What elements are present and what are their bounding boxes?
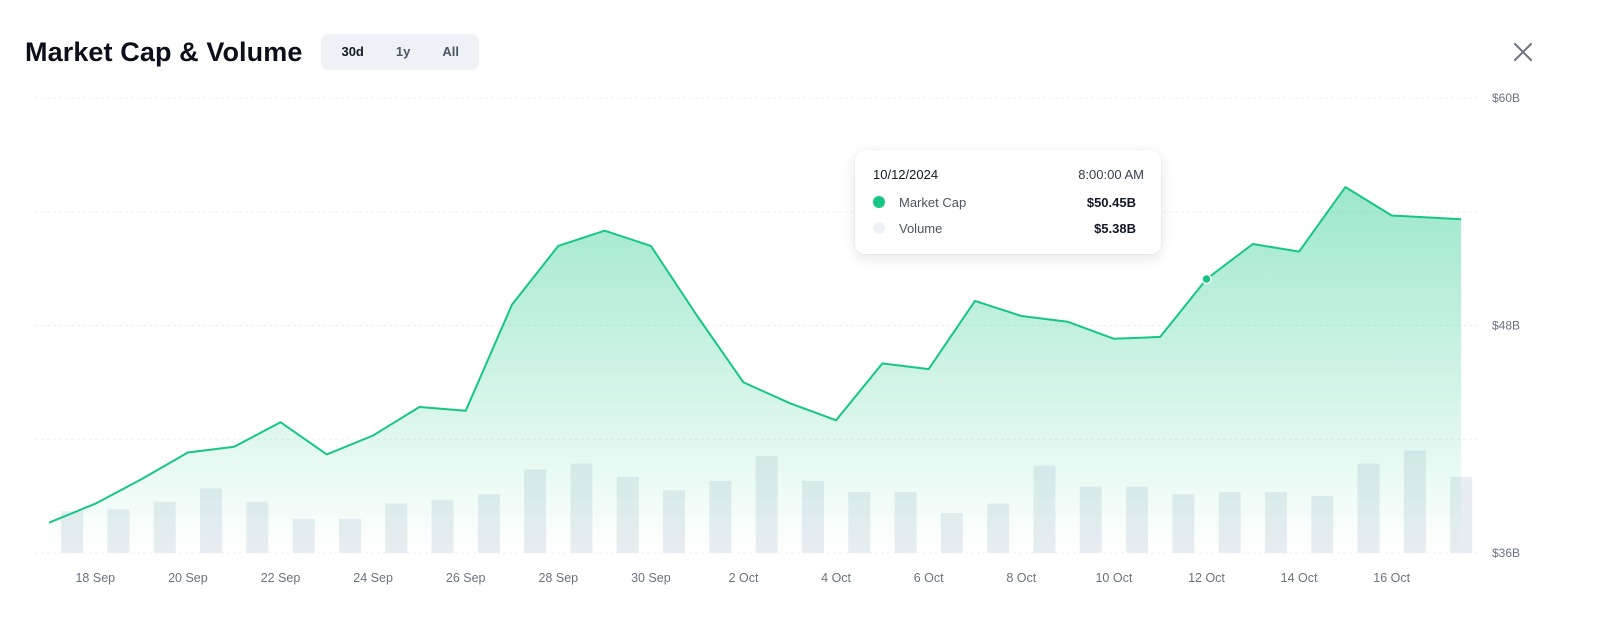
range-30d-button[interactable]: 30d	[341, 44, 364, 59]
highlight-point	[1201, 273, 1212, 285]
tooltip-value: $50.45B	[1086, 194, 1136, 210]
x-tick-label: 4 Oct	[821, 571, 851, 585]
y-tick-label: $36B	[1492, 546, 1520, 560]
range-all-button[interactable]: All	[442, 44, 459, 59]
chart-title: Market Cap & Volume	[25, 36, 303, 67]
x-tick-label: 30 Sep	[631, 571, 671, 585]
x-tick-label: 10 Oct	[1095, 571, 1132, 585]
x-tick-label: 12 Oct	[1188, 571, 1225, 585]
x-tick-label: 20 Sep	[168, 571, 208, 585]
close-icon[interactable]	[1511, 40, 1535, 64]
range-1y-button[interactable]: 1y	[395, 44, 411, 59]
tooltip-time: 8:00:00 AM	[1078, 167, 1144, 182]
range-selector: 30d 1y All	[321, 34, 479, 70]
x-tick-label: 22 Sep	[261, 571, 301, 585]
x-tick-label: 2 Oct	[729, 571, 759, 585]
tooltip-date: 10/12/2024	[873, 167, 939, 182]
tooltip-row-volume: Volume $5.38B	[873, 218, 1136, 238]
x-tick-label: 28 Sep	[538, 571, 578, 585]
chart-header: Market Cap & Volume 30d 1y All	[25, 34, 479, 70]
x-tick-label: 16 Oct	[1373, 571, 1410, 585]
x-tick-label: 14 Oct	[1281, 571, 1318, 585]
volume-legend-dot	[873, 222, 885, 234]
tooltip-label: Volume	[899, 220, 943, 236]
x-tick-label: 8 Oct	[1006, 571, 1036, 585]
x-tick-label: 26 Sep	[446, 571, 486, 585]
chart-tooltip: 10/12/2024 8:00:00 AM Market Cap $50.45B…	[855, 150, 1161, 254]
x-tick-label: 18 Sep	[75, 571, 115, 585]
market-cap-area	[49, 187, 1462, 553]
tooltip-value: $5.38B	[1094, 220, 1136, 236]
y-tick-label: $60B	[1492, 91, 1520, 105]
x-tick-label: 24 Sep	[353, 571, 393, 585]
x-tick-label: 6 Oct	[914, 571, 944, 585]
y-tick-label: $48B	[1492, 319, 1520, 333]
market-cap-legend-dot	[873, 196, 885, 208]
tooltip-row-market-cap: Market Cap $50.45B	[873, 192, 1136, 212]
tooltip-label: Market Cap	[899, 194, 967, 210]
